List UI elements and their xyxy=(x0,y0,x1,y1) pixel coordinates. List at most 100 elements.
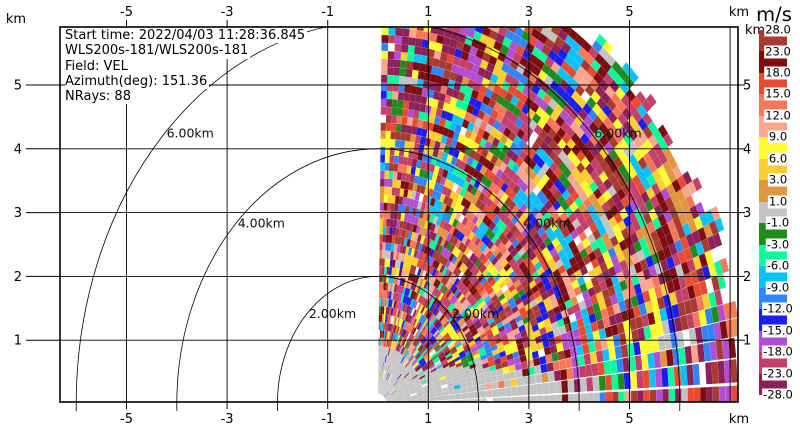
velocity-cell xyxy=(509,318,517,327)
velocity-cell xyxy=(488,231,496,241)
velocity-cell xyxy=(451,275,458,284)
velocity-cell xyxy=(551,237,560,248)
velocity-cell xyxy=(442,221,449,231)
velocity-cell xyxy=(563,260,572,271)
velocity-cell xyxy=(387,282,391,291)
velocity-cell xyxy=(428,303,435,312)
velocity-cell xyxy=(553,305,561,315)
velocity-cell xyxy=(402,197,408,206)
velocity-cell xyxy=(444,370,452,376)
velocity-cell xyxy=(575,138,585,151)
velocity-cell xyxy=(398,354,403,362)
velocity-cell xyxy=(401,44,409,53)
velocity-cell xyxy=(498,380,505,389)
velocity-cell xyxy=(503,321,511,330)
velocity-cell xyxy=(414,382,421,387)
velocity-cell xyxy=(578,365,587,378)
velocity-cell xyxy=(505,387,512,397)
velocity-cell xyxy=(401,382,407,388)
velocity-cell xyxy=(444,350,451,357)
velocity-cell xyxy=(504,176,513,187)
velocity-cell xyxy=(496,188,505,199)
velocity-cell xyxy=(471,234,478,244)
velocity-cell xyxy=(628,153,638,167)
velocity-cell xyxy=(514,27,524,38)
velocity-cell xyxy=(507,313,515,322)
velocity-cell xyxy=(517,343,525,351)
velocity-cell xyxy=(397,236,402,245)
velocity-cell xyxy=(416,234,422,243)
velocity-cell xyxy=(380,122,386,131)
velocity-cell xyxy=(493,332,501,341)
velocity-cell xyxy=(534,39,545,52)
velocity-cell xyxy=(416,368,423,375)
velocity-cell xyxy=(384,363,387,371)
velocity-cell xyxy=(570,120,580,133)
velocity-cell xyxy=(463,94,471,104)
velocity-cell xyxy=(436,300,442,309)
velocity-cell xyxy=(659,350,668,368)
velocity-cell xyxy=(459,319,466,327)
velocity-cell xyxy=(396,107,403,117)
velocity-cell xyxy=(498,87,508,99)
velocity-cell xyxy=(498,151,507,162)
velocity-cell xyxy=(654,285,663,299)
velocity-cell xyxy=(396,179,402,189)
velocity-cell xyxy=(613,212,623,224)
velocity-cell xyxy=(431,241,438,251)
velocity-cell xyxy=(463,247,471,257)
velocity-cell xyxy=(398,318,402,327)
y-tick-label-left: 3 xyxy=(14,206,22,221)
velocity-cell xyxy=(596,206,605,218)
velocity-cell xyxy=(408,29,417,38)
velocity-cell xyxy=(521,227,530,238)
velocity-cell xyxy=(427,0,436,1)
velocity-cell xyxy=(454,211,462,221)
velocity-cell xyxy=(692,363,700,385)
velocity-cell xyxy=(380,98,387,107)
velocity-cell xyxy=(477,240,484,250)
velocity-cell xyxy=(440,84,448,95)
velocity-cell xyxy=(650,389,657,402)
velocity-cell xyxy=(460,50,470,61)
velocity-cell xyxy=(435,191,442,201)
velocity-cell xyxy=(380,106,387,115)
velocity-cell xyxy=(550,61,561,74)
velocity-cell xyxy=(444,367,451,374)
velocity-cell xyxy=(472,302,479,310)
velocity-cell xyxy=(491,137,500,148)
velocity-cell xyxy=(398,310,403,319)
velocity-cell xyxy=(438,326,445,334)
velocity-cell xyxy=(393,350,397,359)
velocity-cell xyxy=(445,223,452,233)
velocity-cell xyxy=(408,255,414,265)
velocity-cell xyxy=(608,216,618,228)
velocity-cell xyxy=(412,118,419,127)
info-instrument: WLS200s-181/WLS200s-181 xyxy=(65,43,251,59)
velocity-cell xyxy=(574,252,583,263)
velocity-cell xyxy=(400,212,405,222)
velocity-cell xyxy=(637,216,647,229)
colorbar-labels: 28.0 23.0 18.0 15.0 12.0 9.0 6.0 3.0 1.0 -1.0 -3.0… xyxy=(759,23,794,402)
velocity-cell xyxy=(395,123,402,133)
velocity-cell xyxy=(599,261,608,273)
velocity-cell xyxy=(641,178,651,191)
velocity-cell xyxy=(545,178,554,190)
velocity-cell xyxy=(393,380,398,387)
velocity-cell xyxy=(576,150,586,162)
velocity-cell xyxy=(642,112,653,126)
velocity-cell xyxy=(400,311,404,320)
velocity-cell xyxy=(421,385,429,390)
velocity-cell xyxy=(497,345,505,353)
velocity-cell xyxy=(416,127,423,136)
velocity-cell xyxy=(415,311,421,320)
velocity-cell xyxy=(463,10,472,20)
velocity-cell xyxy=(383,391,389,397)
velocity-cell xyxy=(404,396,411,399)
velocity-cell xyxy=(556,318,565,328)
velocity-cell xyxy=(498,325,506,333)
velocity-cell xyxy=(391,378,397,385)
velocity-cell xyxy=(441,266,448,276)
velocity-cell xyxy=(396,115,403,125)
velocity-cell xyxy=(500,192,509,203)
